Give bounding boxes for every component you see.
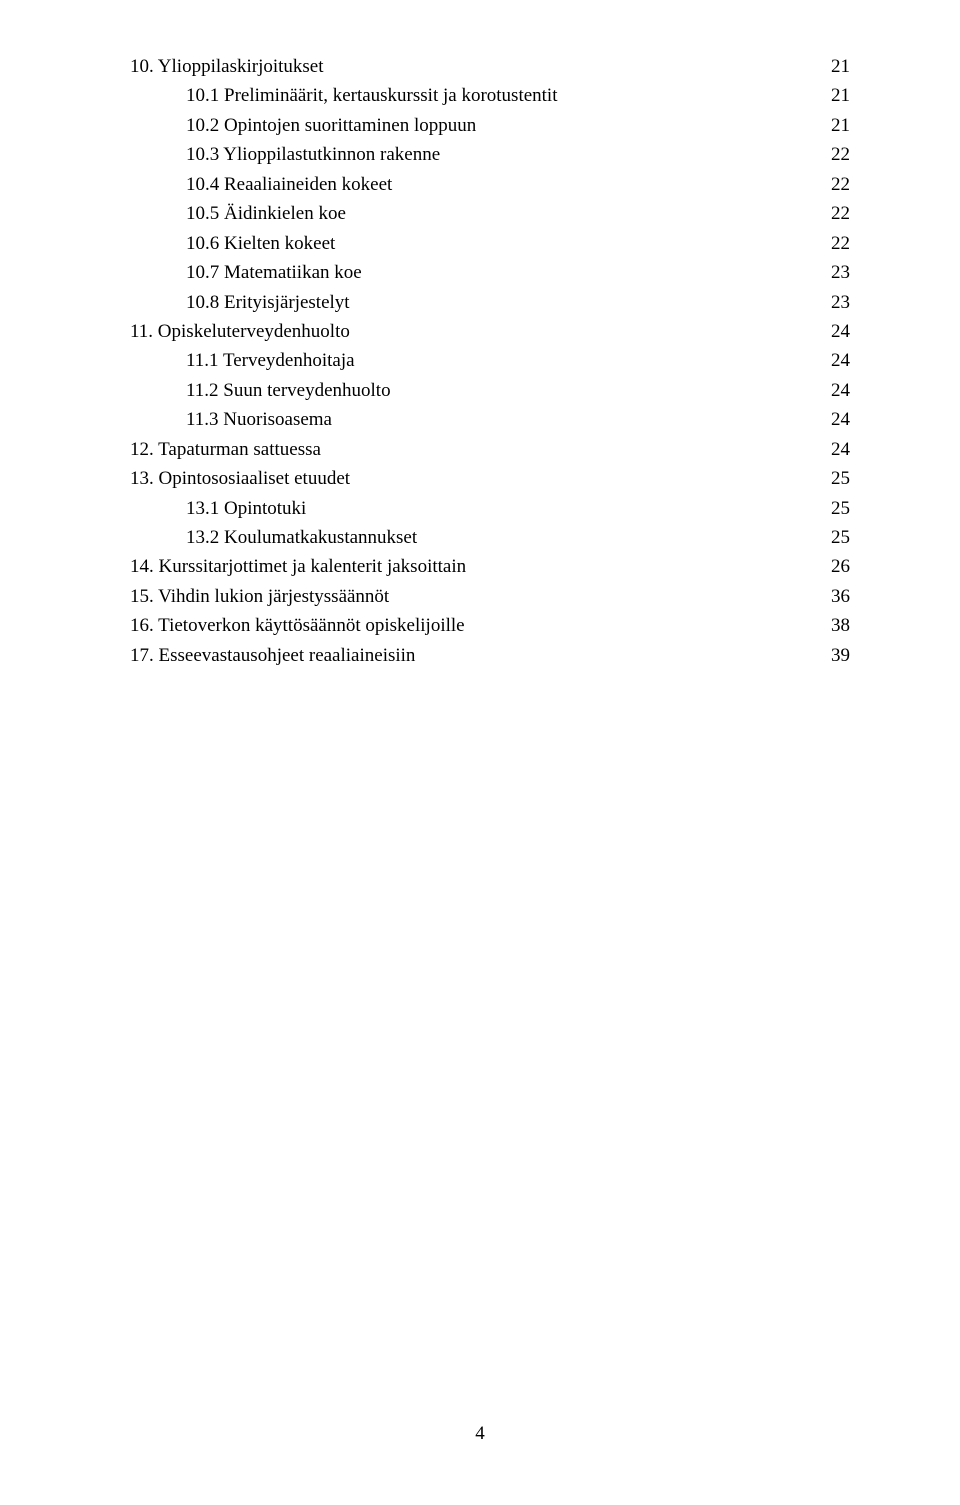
toc-entry-page: 39 [810, 641, 850, 670]
toc-entry-page: 24 [810, 376, 850, 405]
toc-entry: 13.2 Koulumatkakustannukset25 [130, 523, 850, 552]
toc-entry-label: 13. Opintososiaaliset etuudet [130, 464, 810, 493]
toc-entry: 16. Tietoverkon käyttösäännöt opiskelijo… [130, 611, 850, 640]
toc-entry: 11.1 Terveydenhoitaja24 [130, 346, 850, 375]
toc-entry: 15. Vihdin lukion järjestyssäännöt36 [130, 582, 850, 611]
toc-entry: 11.3 Nuorisoasema24 [130, 405, 850, 434]
toc-entry: 11. Opiskeluterveydenhuolto24 [130, 317, 850, 346]
toc-entry-label: 10. Ylioppilaskirjoitukset [130, 52, 810, 81]
toc-entry: 13. Opintososiaaliset etuudet25 [130, 464, 850, 493]
toc-entry-page: 21 [810, 81, 850, 110]
toc-entry: 10.6 Kielten kokeet22 [130, 229, 850, 258]
toc-entry-label: 10.1 Preliminäärit, kertauskurssit ja ko… [186, 81, 810, 110]
toc-entry-page: 23 [810, 258, 850, 287]
toc-entry-page: 25 [810, 494, 850, 523]
toc-entry-label: 13.2 Koulumatkakustannukset [186, 523, 810, 552]
toc-entry-page: 22 [810, 170, 850, 199]
toc-entry: 10.8 Erityisjärjestelyt23 [130, 288, 850, 317]
toc-entry: 14. Kurssitarjottimet ja kalenterit jaks… [130, 552, 850, 581]
toc-entry: 10.1 Preliminäärit, kertauskurssit ja ko… [130, 81, 850, 110]
table-of-contents: 10. Ylioppilaskirjoitukset2110.1 Prelimi… [130, 52, 850, 670]
toc-entry-page: 36 [810, 582, 850, 611]
toc-entry: 11.2 Suun terveydenhuolto24 [130, 376, 850, 405]
toc-entry-label: 10.6 Kielten kokeet [186, 229, 810, 258]
toc-entry-page: 22 [810, 229, 850, 258]
page-number: 4 [0, 1423, 960, 1445]
toc-entry-page: 24 [810, 317, 850, 346]
toc-entry-label: 10.7 Matematiikan koe [186, 258, 810, 287]
toc-entry-label: 10.3 Ylioppilastutkinnon rakenne [186, 140, 810, 169]
toc-entry-page: 22 [810, 199, 850, 228]
toc-entry-label: 11.2 Suun terveydenhuolto [186, 376, 810, 405]
toc-entry-page: 22 [810, 140, 850, 169]
toc-entry-page: 21 [810, 52, 850, 81]
toc-entry: 10.4 Reaaliaineiden kokeet22 [130, 170, 850, 199]
toc-entry: 13.1 Opintotuki25 [130, 494, 850, 523]
toc-entry-label: 15. Vihdin lukion järjestyssäännöt [130, 582, 810, 611]
toc-entry-label: 16. Tietoverkon käyttösäännöt opiskelijo… [130, 611, 810, 640]
toc-entry-label: 11.3 Nuorisoasema [186, 405, 810, 434]
toc-entry-page: 24 [810, 405, 850, 434]
toc-entry-label: 10.8 Erityisjärjestelyt [186, 288, 810, 317]
toc-entry: 12. Tapaturman sattuessa24 [130, 435, 850, 464]
toc-entry-label: 11.1 Terveydenhoitaja [186, 346, 810, 375]
toc-entry-page: 24 [810, 435, 850, 464]
toc-entry: 10.7 Matematiikan koe23 [130, 258, 850, 287]
toc-entry: 10. Ylioppilaskirjoitukset21 [130, 52, 850, 81]
toc-entry-page: 25 [810, 523, 850, 552]
toc-entry-label: 10.5 Äidinkielen koe [186, 199, 810, 228]
toc-entry-page: 21 [810, 111, 850, 140]
toc-entry-label: 12. Tapaturman sattuessa [130, 435, 810, 464]
document-page: 10. Ylioppilaskirjoitukset2110.1 Prelimi… [0, 0, 960, 1505]
toc-entry-page: 38 [810, 611, 850, 640]
toc-entry-label: 17. Esseevastausohjeet reaaliaineisiin [130, 641, 810, 670]
toc-entry-page: 25 [810, 464, 850, 493]
toc-entry: 10.5 Äidinkielen koe22 [130, 199, 850, 228]
toc-entry-page: 24 [810, 346, 850, 375]
toc-entry: 10.2 Opintojen suorittaminen loppuun21 [130, 111, 850, 140]
toc-entry-page: 26 [810, 552, 850, 581]
toc-entry-label: 13.1 Opintotuki [186, 494, 810, 523]
toc-entry-label: 14. Kurssitarjottimet ja kalenterit jaks… [130, 552, 810, 581]
toc-entry: 10.3 Ylioppilastutkinnon rakenne22 [130, 140, 850, 169]
toc-entry-label: 10.4 Reaaliaineiden kokeet [186, 170, 810, 199]
toc-entry: 17. Esseevastausohjeet reaaliaineisiin39 [130, 641, 850, 670]
toc-entry-page: 23 [810, 288, 850, 317]
toc-entry-label: 11. Opiskeluterveydenhuolto [130, 317, 810, 346]
toc-entry-label: 10.2 Opintojen suorittaminen loppuun [186, 111, 810, 140]
